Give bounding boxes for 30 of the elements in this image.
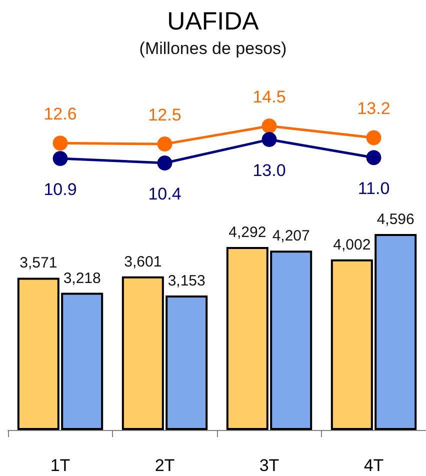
x-tick-label: 1T <box>50 456 70 475</box>
point <box>262 118 277 134</box>
x-tick-label: 3T <box>259 456 280 475</box>
chart-subtitle: (Millones de pesos) <box>139 39 287 58</box>
point <box>157 136 172 152</box>
x-tick-label: 2T <box>154 456 175 475</box>
point <box>366 130 382 146</box>
x-tick-label: 4T <box>364 456 384 475</box>
data-label: 4,207 <box>272 228 310 245</box>
data-label: 13.0 <box>252 161 286 180</box>
data-label: 10.4 <box>148 184 182 204</box>
data-label: 3,571 <box>20 254 58 272</box>
data-label: 12.6 <box>44 104 77 124</box>
data-label: 3,601 <box>124 253 162 270</box>
data-label: 13.2 <box>357 99 390 118</box>
point <box>262 132 277 148</box>
data-label: 3,153 <box>168 272 206 290</box>
point <box>157 156 172 170</box>
data-label: 4,292 <box>228 224 266 241</box>
chart-title: UAFIDA <box>167 8 260 36</box>
data-label: 11.0 <box>358 179 390 198</box>
data-label: 12.5 <box>148 106 182 125</box>
data-label: 4,002 <box>333 236 371 254</box>
data-label: 3,218 <box>63 270 101 287</box>
point <box>52 136 68 151</box>
data-label: 4,596 <box>376 211 414 228</box>
point <box>366 150 382 166</box>
data-label: 14.5 <box>252 88 286 106</box>
point <box>52 150 68 166</box>
data-label: 10.9 <box>44 180 77 199</box>
